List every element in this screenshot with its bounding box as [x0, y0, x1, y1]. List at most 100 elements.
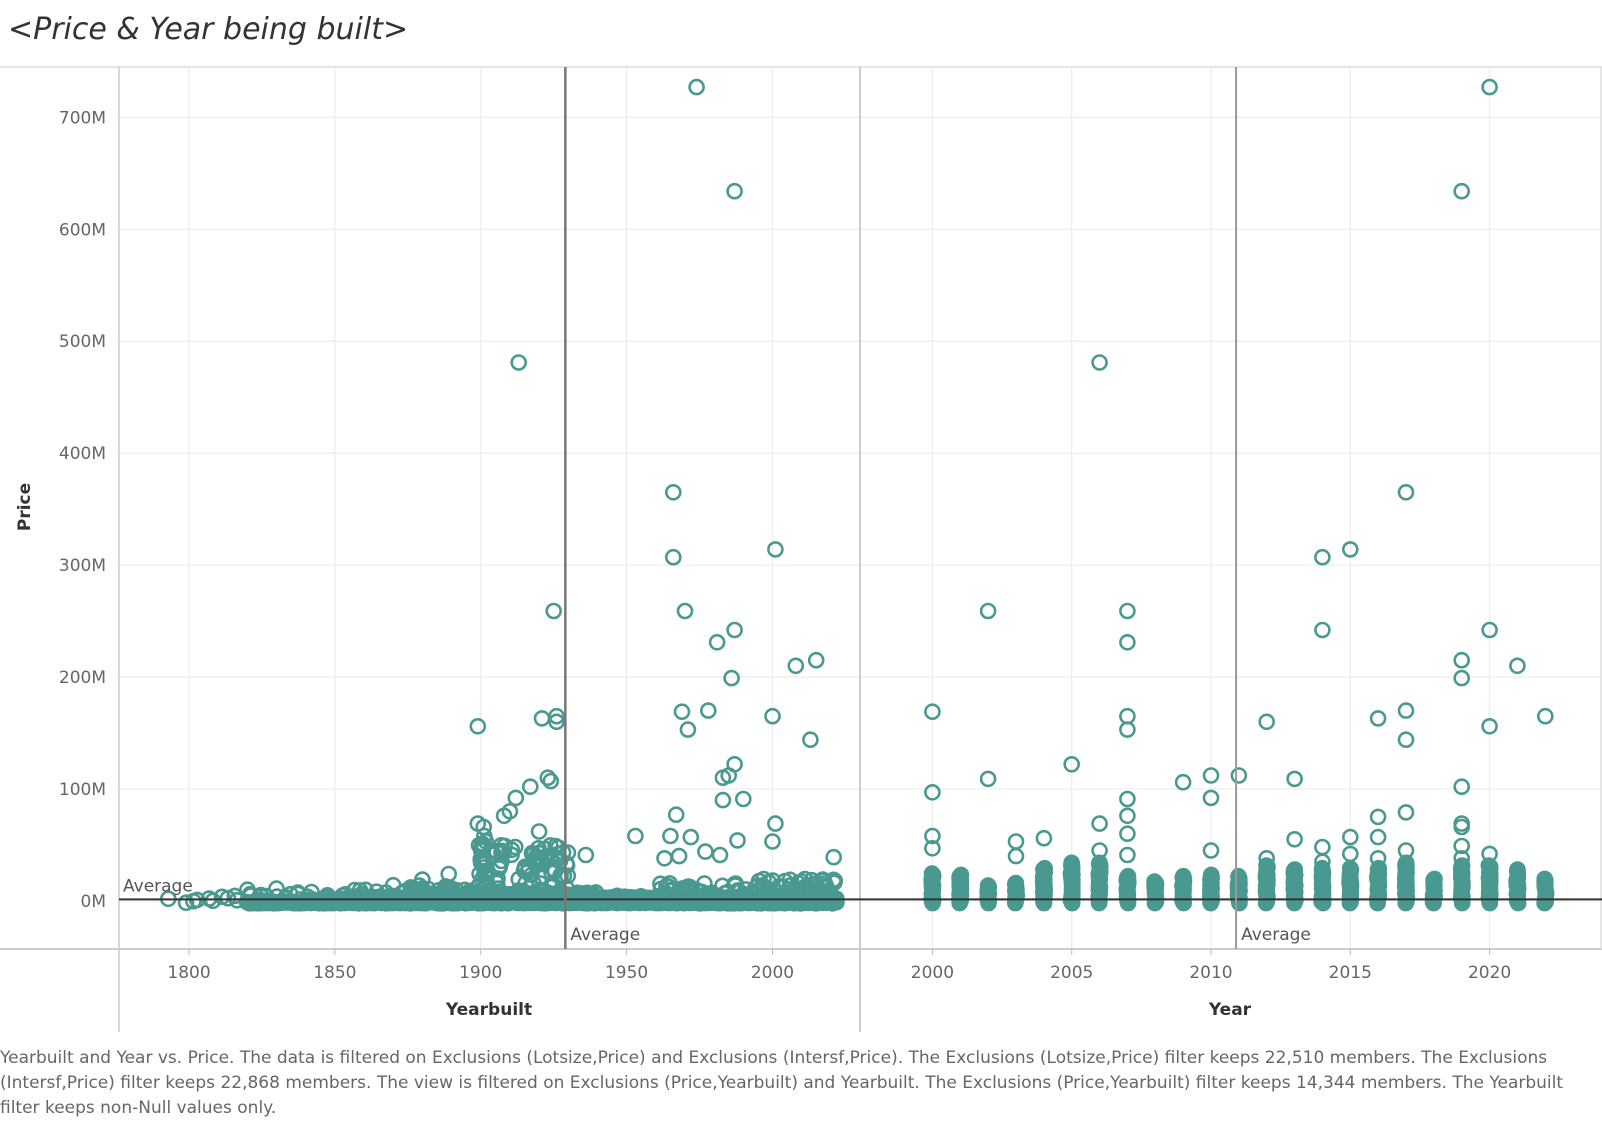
data-point — [1453, 651, 1470, 669]
data-point — [664, 548, 682, 566]
data-point — [825, 848, 843, 866]
data-point — [1230, 767, 1248, 784]
data-point — [826, 873, 844, 890]
x-tick-label: 2005 — [1050, 963, 1093, 983]
x-tick-label: 1800 — [167, 963, 210, 983]
data-point — [979, 877, 997, 894]
data-point — [299, 888, 316, 906]
data-point — [1314, 621, 1331, 639]
data-point — [688, 78, 705, 96]
data-point — [1091, 854, 1108, 872]
data-point — [545, 602, 563, 620]
data-point — [679, 721, 697, 738]
data-point — [506, 838, 524, 856]
average-price-label: Average — [123, 876, 193, 896]
data-point — [652, 888, 670, 906]
data-point — [1314, 853, 1331, 871]
data-point — [785, 887, 803, 905]
data-point — [1091, 842, 1108, 859]
data-point — [1007, 847, 1025, 865]
data-point — [517, 874, 535, 892]
data-point — [1119, 633, 1136, 651]
data-point — [781, 877, 799, 894]
y-tick-label: 600M — [59, 220, 106, 240]
data-point — [656, 849, 673, 867]
data-point — [711, 846, 729, 864]
data-point — [662, 827, 679, 845]
data-point — [493, 844, 510, 862]
data-point — [924, 703, 941, 721]
data-point — [523, 844, 541, 862]
data-point — [714, 791, 732, 809]
data-point — [1258, 713, 1275, 731]
data-point — [1370, 859, 1387, 877]
data-point — [924, 783, 941, 801]
data-point — [708, 633, 726, 651]
data-point — [204, 892, 222, 910]
data-point — [1453, 818, 1470, 836]
data-point — [1397, 842, 1415, 859]
data-point — [1119, 867, 1137, 885]
data-point — [923, 865, 941, 882]
data-point — [924, 827, 941, 845]
data-point — [440, 865, 458, 883]
data-point — [530, 823, 548, 840]
data-point — [1119, 846, 1136, 864]
yearbuilt-panel-points — [160, 78, 845, 912]
data-point — [734, 790, 752, 808]
data-point — [1314, 548, 1331, 566]
data-point — [670, 847, 688, 865]
y-tick-label: 700M — [59, 108, 106, 128]
data-point — [472, 854, 490, 871]
data-point — [667, 806, 685, 824]
data-point — [177, 894, 195, 912]
data-point — [527, 855, 545, 873]
data-point — [1397, 483, 1415, 501]
data-point — [483, 846, 501, 863]
data-point — [383, 887, 401, 905]
data-point — [608, 887, 626, 905]
data-point — [1480, 857, 1498, 874]
y-tick-label: 0M — [81, 892, 106, 912]
data-point — [776, 872, 794, 890]
data-point — [1286, 830, 1303, 848]
data-point — [1369, 849, 1387, 867]
data-point — [979, 602, 997, 620]
yearbuilt-x-tick-labels: 1800 1850 1900 1950 2000 — [167, 949, 794, 983]
data-point — [726, 877, 744, 894]
data-point — [532, 881, 549, 899]
data-point — [1453, 849, 1470, 867]
x-tick-label: 1850 — [313, 963, 356, 983]
data-point — [627, 827, 644, 845]
data-point — [764, 833, 781, 850]
data-point — [807, 651, 825, 669]
data-point — [384, 876, 402, 894]
data-point — [414, 871, 431, 888]
data-point — [1537, 707, 1554, 725]
chart-title: <Price & Year being built> — [8, 12, 409, 47]
data-point — [1091, 815, 1108, 832]
data-point — [720, 767, 738, 784]
data-point — [489, 880, 507, 897]
data-point — [185, 892, 202, 910]
data-point — [1230, 867, 1247, 885]
data-point — [366, 889, 384, 906]
chart-frame — [0, 66, 1602, 1032]
data-point — [1481, 845, 1498, 863]
scatter-chart: 0M 100M 200M 300M 400M 500M 600M 700M Price Ave… — [0, 66, 1602, 1032]
data-point — [555, 867, 573, 885]
data-point — [1369, 710, 1387, 727]
data-point — [1119, 721, 1136, 738]
data-point — [268, 888, 286, 905]
data-point — [979, 770, 997, 788]
data-point — [1314, 838, 1331, 856]
data-point — [1481, 717, 1498, 735]
data-point — [1397, 731, 1415, 749]
data-point — [796, 879, 814, 897]
chart-caption: Yearbuilt and Year vs. Price. The data i… — [0, 1048, 1564, 1118]
data-point — [1342, 541, 1359, 558]
data-point — [1426, 870, 1443, 888]
data-point — [764, 707, 781, 725]
x-tick-label: 1950 — [605, 963, 648, 983]
data-point — [1481, 78, 1498, 96]
